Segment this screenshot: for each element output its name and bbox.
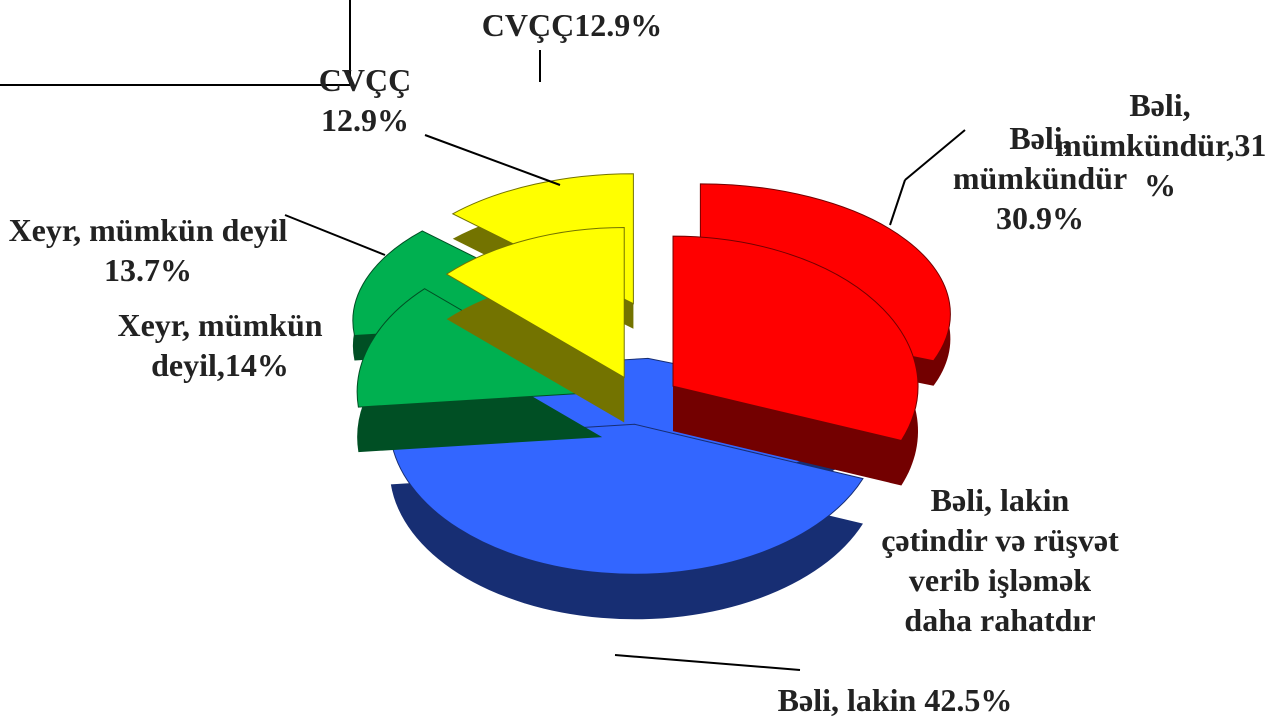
slice-label: Xeyr, mümkün deyil,14% [117, 307, 323, 383]
slice-label: Bəli, mümkündür,31 % [1055, 87, 1266, 203]
slice-label: CVÇÇ12.9% [481, 7, 663, 43]
slice-label: Bəli, lakin 42.5% [777, 682, 1013, 718]
slice [390, 423, 864, 575]
slice [445, 226, 625, 379]
slice [672, 235, 919, 442]
slice-label: CVÇÇ 12.9% [318, 62, 412, 138]
slice-label: Bəli, mümkündür 30.9% [952, 120, 1128, 236]
slice-label: Xeyr, mümkün deyil 13.7% [8, 212, 288, 288]
slice-label: Bəli, lakin çətindir və rüşvət verib işl… [881, 482, 1119, 638]
leader-lines [284, 50, 966, 671]
slice [356, 288, 604, 408]
pies [352, 173, 951, 620]
